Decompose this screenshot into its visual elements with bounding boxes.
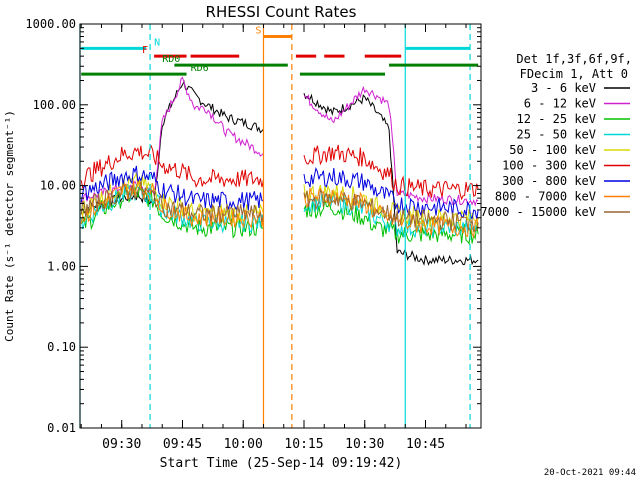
footer-date: 20-Oct-2021 09:44: [544, 468, 636, 478]
legend-header-line-1: Det 1f,3f,6f,9f,: [516, 52, 632, 66]
legend-label-4: 25 - 50 keV: [517, 128, 596, 142]
x-tick-label-1: 09:30: [102, 437, 141, 452]
series-line-1-segment-2: [303, 92, 479, 266]
y-tick-label-1: 1000.00: [25, 17, 76, 31]
x-tick-label-2: 09:45: [163, 437, 202, 452]
plot-area: N S F RD0 RD6: [79, 24, 479, 428]
series-line-4-segment-2: [303, 191, 479, 238]
series-line-6-segment-1: [80, 144, 264, 189]
legend-label-5: 50 - 100 keV: [509, 143, 596, 157]
chart-title: RHESSI Count Rates: [206, 3, 357, 21]
legend-label-2: 6 - 12 keV: [524, 97, 596, 111]
legend-label-3: 12 - 25 keV: [517, 112, 596, 126]
legend-label-9: 7000 - 15000 keV: [480, 205, 596, 219]
x-tick-label-6: 10:45: [406, 437, 445, 452]
axes: 1000.00 100.00 10.00 1.00 0.10 0.01 09:30 09:45…: [25, 17, 481, 452]
series-line-7-segment-1: [80, 165, 264, 211]
y-axis-label: Count Rate (s⁻¹ detector segment⁻¹): [3, 110, 16, 342]
x-tick-label-4: 10:15: [284, 437, 323, 452]
y-tick-label-5: 0.10: [47, 340, 76, 354]
y-tick-label-6: 0.01: [47, 421, 76, 435]
series-line-9-segment-1: [80, 181, 264, 224]
x-axis-label: Start Time (25-Sep-14 09:19:42): [160, 456, 403, 471]
series-line-2-segment-2: [303, 85, 479, 207]
legend-label-8: 800 - 7000 keV: [495, 190, 596, 204]
legend-header-line-2: FDecim 1, Att 0: [520, 67, 628, 81]
legend-label-6: 100 - 300 keV: [502, 159, 596, 173]
legend-label-7: 300 - 800 keV: [502, 174, 596, 188]
series-line-7-segment-2: [303, 166, 479, 220]
legend-label-1: 3 - 6 keV: [531, 81, 596, 95]
flag-label-n: N: [154, 37, 160, 48]
y-tick-label-4: 1.00: [47, 259, 76, 273]
legend: Det 1f,3f,6f,9f, FDecim 1, Att 0 3 - 6 k…: [480, 52, 632, 219]
y-tick-label-2: 100.00: [33, 98, 76, 112]
series-line-9-segment-2: [303, 188, 479, 233]
series-line-6-segment-2: [303, 144, 479, 201]
plot-frame: [79, 23, 482, 429]
flag-label-f: F: [142, 45, 148, 56]
x-tick-label-3: 10:00: [224, 437, 263, 452]
y-tick-label-3: 10.00: [40, 179, 76, 193]
flag-label-rd0: RD0: [162, 54, 180, 65]
x-tick-label-5: 10:30: [345, 437, 384, 452]
flag-label-s: S: [255, 26, 261, 37]
flag-label-rd6: RD6: [191, 63, 209, 74]
